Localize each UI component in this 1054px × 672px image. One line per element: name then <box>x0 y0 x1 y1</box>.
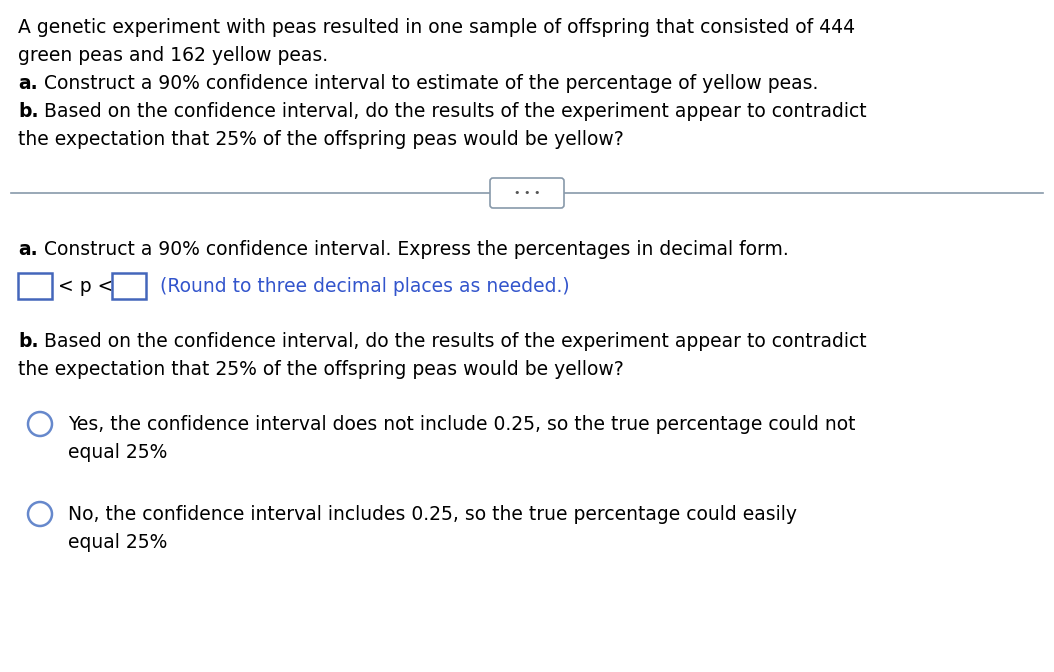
Circle shape <box>28 412 52 436</box>
Text: Construct a 90% confidence interval to estimate of the percentage of yellow peas: Construct a 90% confidence interval to e… <box>38 74 818 93</box>
Text: a.: a. <box>18 240 38 259</box>
FancyBboxPatch shape <box>490 178 564 208</box>
Text: equal 25%: equal 25% <box>69 533 168 552</box>
Text: a.: a. <box>18 74 38 93</box>
Circle shape <box>28 502 52 526</box>
Text: < p <: < p < <box>58 276 114 296</box>
Text: • • •: • • • <box>513 188 541 198</box>
Text: b.: b. <box>18 102 39 121</box>
Text: Construct a 90% confidence interval. Express the percentages in decimal form.: Construct a 90% confidence interval. Exp… <box>38 240 788 259</box>
Text: (Round to three decimal places as needed.): (Round to three decimal places as needed… <box>154 276 569 296</box>
Text: A genetic experiment with peas resulted in one sample of offspring that consiste: A genetic experiment with peas resulted … <box>18 18 855 37</box>
Text: Based on the confidence interval, do the results of the experiment appear to con: Based on the confidence interval, do the… <box>38 102 866 121</box>
Text: equal 25%: equal 25% <box>69 443 168 462</box>
Text: the expectation that 25% of the offspring peas would be yellow?: the expectation that 25% of the offsprin… <box>18 130 624 149</box>
Text: b.: b. <box>18 332 39 351</box>
Text: the expectation that 25% of the offspring peas would be yellow?: the expectation that 25% of the offsprin… <box>18 360 624 379</box>
Text: No, the confidence interval includes 0.25, so the true percentage could easily: No, the confidence interval includes 0.2… <box>69 505 797 524</box>
Text: green peas and 162 yellow peas.: green peas and 162 yellow peas. <box>18 46 328 65</box>
Text: Yes, the confidence interval does not include 0.25, so the true percentage could: Yes, the confidence interval does not in… <box>69 415 856 434</box>
FancyBboxPatch shape <box>112 273 147 299</box>
FancyBboxPatch shape <box>18 273 52 299</box>
Text: Based on the confidence interval, do the results of the experiment appear to con: Based on the confidence interval, do the… <box>38 332 866 351</box>
